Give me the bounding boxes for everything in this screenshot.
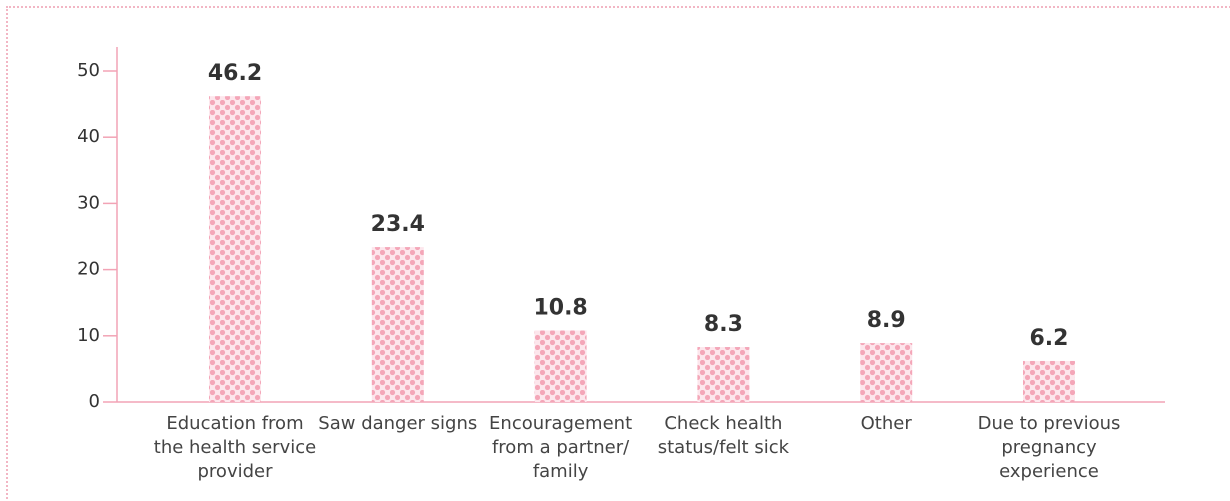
- value-label: 8.9: [867, 308, 906, 333]
- x-tick-label: Check health status/felt sick: [657, 413, 790, 458]
- frame: [6, 6, 1230, 501]
- value-label: 46.2: [208, 61, 262, 86]
- x-tick-label: Education from the health service provid…: [153, 413, 317, 482]
- x-tick-label: Other: [860, 413, 912, 434]
- value-label: 8.3: [704, 312, 743, 337]
- x-tick-label: Saw danger signs: [318, 413, 478, 434]
- bar: [1023, 360, 1075, 402]
- y-tick-label: 20: [77, 259, 100, 280]
- bar: [209, 96, 261, 402]
- y-tick-label: 0: [89, 391, 100, 412]
- y-tick-label: 30: [77, 192, 100, 213]
- bar: [371, 247, 424, 402]
- value-label: 10.8: [533, 296, 587, 321]
- bar: [860, 343, 913, 402]
- y-tick-label: 10: [77, 325, 100, 346]
- value-label: 23.4: [371, 212, 425, 237]
- y-tick-label: 40: [77, 126, 100, 147]
- bar: [534, 330, 587, 402]
- y-tick-label: 50: [77, 60, 100, 81]
- x-tick-label: Encouragement from a partner/ family: [489, 413, 633, 482]
- bar: [697, 347, 750, 402]
- x-tick-label: Due to previous pregnancy experience: [977, 413, 1121, 482]
- value-label: 6.2: [1030, 326, 1069, 351]
